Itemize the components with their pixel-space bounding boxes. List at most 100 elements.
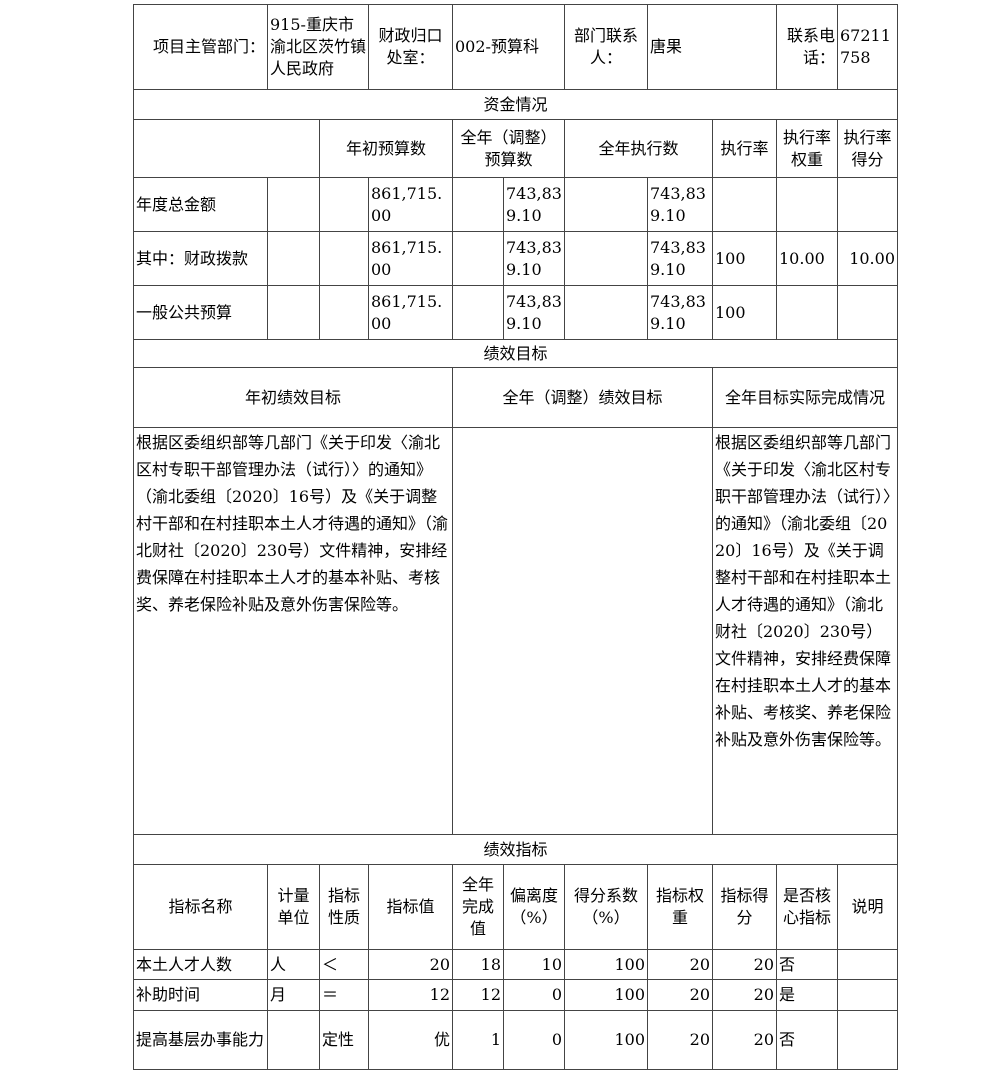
indicator-column-header-text: 指标值 — [386, 897, 435, 916]
indicator-column-header-text: 指标性质 — [327, 886, 360, 927]
phone-label: 联系电话： — [776, 4, 838, 90]
indicator-column-header-text: 说明 — [851, 897, 884, 916]
goals-section-title-text: 绩效目标 — [483, 343, 548, 363]
indicator-cell: 10 — [503, 949, 565, 980]
indicator-column-header-text: 得分系数（%） — [573, 886, 638, 927]
indicator-cell-text: 20 — [689, 985, 710, 1004]
funds-adjusted: 743,839.10 — [503, 177, 565, 232]
funds-row-label: 年度总金额 — [133, 177, 268, 232]
indicator-cell-text: 0 — [551, 985, 562, 1004]
indicator-column-header-text: 指标名称 — [168, 897, 233, 916]
indicator-cell: 月 — [267, 979, 320, 1011]
indicator-column-header: 计量单位 — [267, 864, 320, 950]
indicator-cell — [837, 949, 898, 980]
funds-score — [837, 285, 898, 340]
goals-column-header: 全年目标实际完成情况 — [712, 367, 898, 428]
indicator-cell: 否 — [776, 949, 838, 980]
indicator-cell-text: 100 — [614, 954, 645, 974]
contact-label: 部门联系人： — [564, 4, 648, 90]
funds-blank — [267, 285, 320, 340]
indicator-cell: 12 — [368, 979, 453, 1011]
indicator-column-header: 偏离度（%） — [503, 864, 565, 950]
funds-column-header: 执行率得分 — [837, 119, 898, 178]
indicator-column-header: 指标得分 — [712, 864, 777, 950]
indicator-cell: 0 — [503, 1010, 565, 1070]
indicators-section-title-text: 绩效指标 — [483, 839, 548, 859]
funds-weight — [776, 177, 838, 232]
indicator-cell-text: 18 — [480, 954, 501, 974]
funds-row-label-text: 年度总金额 — [136, 194, 217, 214]
funds-blank — [267, 231, 320, 286]
indicator-cell-text: 20 — [689, 954, 710, 974]
indicator-column-header-text: 指标得分 — [720, 886, 769, 927]
goals-section-title: 绩效目标 — [133, 339, 898, 368]
indicator-cell: 本土人才人数 — [133, 949, 268, 980]
indicator-cell: 否 — [776, 1010, 838, 1070]
indicator-cell-text: 补助时间 — [136, 985, 201, 1004]
indicator-column-header: 说明 — [837, 864, 898, 950]
funds-initial: 861,715.00 — [368, 177, 453, 232]
dept-label-text: 项目主管部门： — [152, 37, 265, 56]
indicator-column-header: 全年完成值 — [452, 864, 504, 950]
funds-executed-text: 743,839.10 — [650, 291, 706, 333]
indicator-cell-text: 否 — [779, 954, 796, 974]
goal-actual-text: 根据区委组织部等几部门《关于印发〈渝北区村专职干部管理办法（试行）〉的通知》（渝… — [712, 427, 898, 835]
dept-value-text: 915-重庆市渝北区茨竹镇人民政府 — [270, 15, 367, 78]
funds-column-header-text: 执行率 — [720, 138, 769, 158]
indicator-cell-text: 本土人才人数 — [136, 954, 233, 974]
funds-weight-text: 10.00 — [779, 248, 825, 268]
funds-column-header-text: 全年执行数 — [598, 138, 679, 158]
funds-section-title-text: 资金情况 — [483, 94, 548, 114]
indicator-cell — [837, 979, 898, 1011]
indicator-column-header: 是否核心指标 — [776, 864, 838, 950]
funds-blank — [319, 285, 369, 340]
phone-value-text: 67211758 — [840, 26, 891, 67]
funds-blank — [319, 231, 369, 286]
phone-value: 67211758 — [837, 4, 898, 90]
indicator-cell-text: 20 — [689, 1030, 710, 1049]
phone-label-text: 联系电话： — [786, 26, 835, 67]
dept-value: 915-重庆市渝北区茨竹镇人民政府 — [267, 4, 369, 90]
funds-blank — [452, 285, 504, 340]
dept-label: 项目主管部门： — [133, 4, 268, 90]
indicator-cell — [267, 1010, 320, 1070]
indicator-cell-text: 20 — [429, 954, 450, 974]
funds-column-header: 全年（调整）预算数 — [452, 119, 565, 178]
indicator-cell: 12 — [452, 979, 504, 1011]
indicator-column-header: 指标值 — [368, 864, 453, 950]
funds-executed: 743,839.10 — [647, 231, 713, 286]
indicator-cell: 100 — [564, 979, 648, 1011]
indicator-cell: 20 — [647, 1010, 713, 1070]
indicator-cell: ＝ — [319, 979, 369, 1011]
indicator-cell-text: 定性 — [322, 1030, 355, 1049]
indicator-cell-text: 12 — [429, 985, 450, 1004]
goal-initial-text: 根据区委组织部等几部门《关于印发〈渝北区村专职干部管理办法（试行）〉的通知》（渝… — [133, 427, 453, 835]
funds-initial: 861,715.00 — [368, 285, 453, 340]
funds-column-header-text: 执行率得分 — [843, 127, 892, 169]
indicator-cell: 20 — [712, 979, 777, 1011]
funds-executed-text: 743,839.10 — [650, 237, 706, 279]
funds-column-header: 年初预算数 — [319, 119, 453, 178]
funds-blank — [452, 231, 504, 286]
indicator-column-header: 指标权重 — [647, 864, 713, 950]
office-value: 002-预算科 — [452, 4, 565, 90]
indicator-cell: 100 — [564, 1010, 648, 1070]
indicator-cell-text: 0 — [551, 1030, 562, 1049]
funds-executed: 743,839.10 — [647, 177, 713, 232]
goal-adjusted-text — [452, 427, 713, 835]
indicator-cell: 是 — [776, 979, 838, 1011]
indicator-column-header-text: 偏离度（%） — [509, 886, 558, 927]
goals-column-header-text: 全年（调整）绩效目标 — [502, 387, 663, 407]
funds-row-label-text: 其中：财政拨款 — [136, 248, 249, 268]
indicator-column-header: 指标性质 — [319, 864, 369, 950]
funds-rate: 100 — [712, 285, 777, 340]
funds-blank — [452, 177, 504, 232]
indicator-cell-text: 20 — [753, 954, 774, 974]
funds-adjusted-text: 743,839.10 — [506, 291, 562, 333]
indicator-cell: 18 — [452, 949, 504, 980]
funds-executed-text: 743,839.10 — [650, 183, 706, 225]
indicator-cell-text: ＜ — [322, 954, 339, 974]
contact-value: 唐果 — [647, 4, 777, 90]
indicator-cell-text: 月 — [270, 985, 287, 1004]
